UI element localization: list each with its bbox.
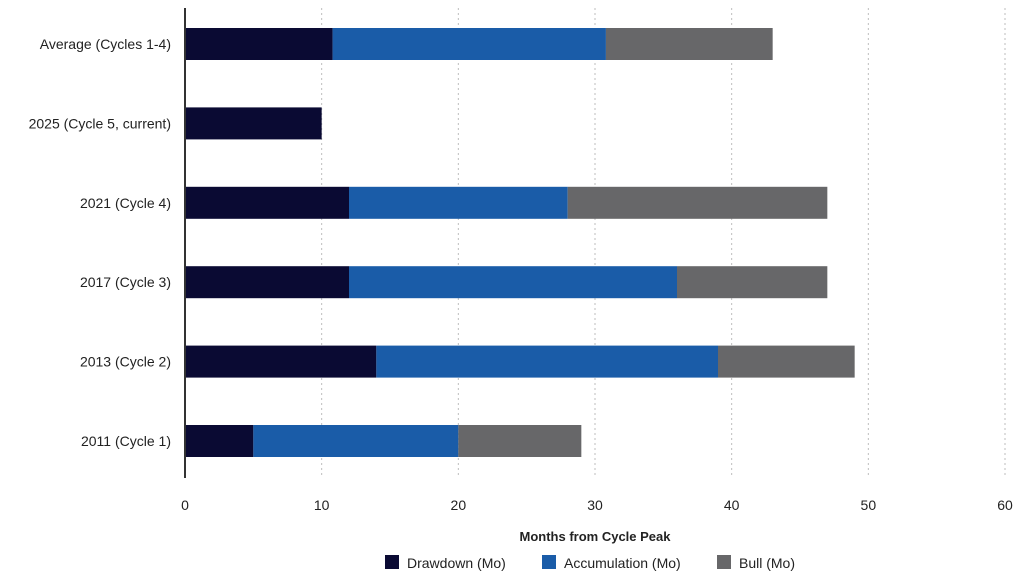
x-tick-label: 0 [181,497,189,513]
category-label: 2013 (Cycle 2) [80,354,171,370]
bar-accumulation-mo-5 [253,425,459,457]
category-labels: Average (Cycles 1-4) 2025 (Cycle 5, curre… [29,36,171,449]
category-label: 2011 (Cycle 1) [81,433,171,449]
gridlines [321,8,1006,478]
bar-drawdown-mo-1 [185,107,322,140]
bar-drawdown-mo-0 [185,28,333,60]
x-tick-label: 60 [997,497,1013,513]
bar-accumulation-mo-0 [332,28,606,60]
bar-bull-mo-4 [718,345,855,378]
legend-swatch [542,555,556,569]
x-tick-labels: 0 10 20 30 40 50 60 [181,497,1013,513]
category-label: Average (Cycles 1-4) [40,36,171,52]
x-axis-title: Months from Cycle Peak [520,529,672,544]
legend: Drawdown (Mo) Accumulation (Mo) Bull (Mo) [385,555,795,571]
bar-drawdown-mo-2 [185,186,349,219]
x-tick-label: 50 [861,497,877,513]
bar-accumulation-mo-2 [349,186,568,219]
x-tick-label: 40 [724,497,740,513]
bar-bull-mo-2 [567,186,828,219]
x-tick-label: 30 [587,497,603,513]
bars [185,28,855,457]
legend-swatch [385,555,399,569]
category-label: 2025 (Cycle 5, current) [29,115,171,131]
bar-bull-mo-5 [458,425,582,457]
legend-label: Bull (Mo) [739,555,795,571]
bar-bull-mo-3 [677,266,828,299]
bar-drawdown-mo-5 [185,425,254,457]
category-label: 2017 (Cycle 3) [80,274,171,290]
bar-drawdown-mo-3 [185,266,349,299]
category-label: 2021 (Cycle 4) [80,195,171,211]
bar-bull-mo-0 [605,28,773,60]
legend-swatch [717,555,731,569]
x-tick-label: 20 [451,497,467,513]
bar-accumulation-mo-4 [376,345,718,378]
legend-label: Drawdown (Mo) [407,555,506,571]
bar-drawdown-mo-4 [185,345,377,378]
x-tick-label: 10 [314,497,330,513]
bar-accumulation-mo-3 [349,266,677,299]
legend-label: Accumulation (Mo) [564,555,681,571]
